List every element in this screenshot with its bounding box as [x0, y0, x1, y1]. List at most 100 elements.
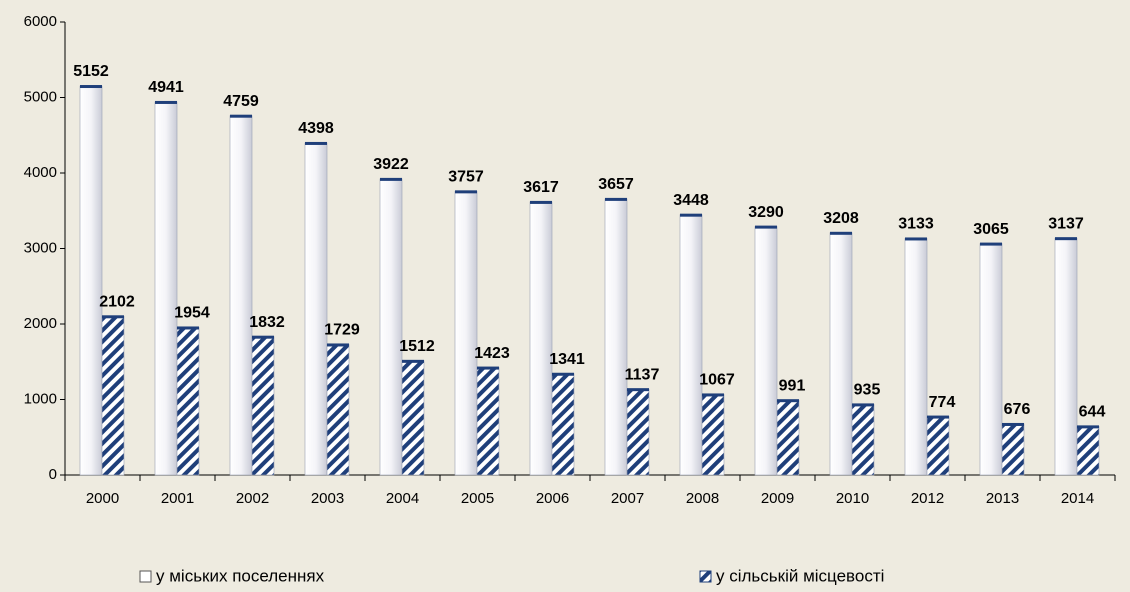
legend-label: у сільській місцевості — [716, 566, 884, 585]
bar-top — [605, 197, 627, 201]
bar — [776, 399, 800, 476]
bar-top — [1055, 237, 1077, 241]
bar-top — [627, 388, 649, 392]
bar — [701, 394, 725, 476]
value-label: 1137 — [625, 366, 660, 383]
legend-swatch — [139, 570, 152, 583]
bar — [1054, 237, 1078, 476]
value-label: 3065 — [973, 221, 1009, 238]
value-label: 3448 — [673, 192, 709, 209]
x-tick-label: 2010 — [836, 490, 869, 507]
bar-top — [755, 225, 777, 229]
bar-top — [702, 393, 724, 397]
bar — [379, 178, 403, 476]
value-label: 3757 — [448, 169, 484, 186]
value-label: 4941 — [148, 79, 184, 96]
bar — [529, 201, 553, 476]
y-tick-label: 4000 — [24, 164, 57, 181]
bar-top — [327, 343, 349, 347]
value-label: 4398 — [298, 120, 334, 137]
y-tick-label: 6000 — [24, 13, 57, 30]
bar — [679, 214, 703, 476]
bar-top — [927, 415, 949, 419]
y-tick-label: 0 — [49, 466, 57, 483]
x-tick-label: 2008 — [686, 490, 719, 507]
value-label: 3133 — [898, 216, 934, 233]
bar — [454, 191, 478, 476]
bar-top — [102, 315, 124, 319]
bar — [79, 85, 103, 476]
x-tick-label: 2002 — [236, 490, 269, 507]
value-label: 3208 — [823, 210, 859, 227]
bar — [979, 243, 1003, 476]
value-label: 644 — [1079, 404, 1106, 421]
bar — [926, 416, 950, 476]
bar-top — [402, 359, 424, 363]
bar — [101, 315, 125, 476]
x-tick-label: 2005 — [461, 490, 494, 507]
bar-top — [1077, 425, 1099, 429]
bar — [829, 232, 853, 476]
value-label: 1954 — [174, 305, 210, 322]
bar-top — [477, 366, 499, 370]
bar — [754, 226, 778, 476]
value-label: 3290 — [748, 204, 784, 221]
y-tick-label: 5000 — [24, 88, 57, 105]
bar — [154, 101, 178, 476]
bar-top — [552, 372, 574, 376]
bar-top — [155, 100, 177, 104]
bar-top — [852, 403, 874, 407]
value-label: 1729 — [324, 322, 360, 339]
bar — [251, 336, 275, 476]
bar — [229, 115, 253, 476]
bar — [304, 142, 328, 476]
value-label: 2102 — [99, 294, 135, 311]
value-label: 1067 — [699, 372, 735, 389]
value-label: 935 — [854, 382, 881, 399]
x-tick-label: 2004 — [386, 490, 419, 507]
bar — [626, 388, 650, 476]
x-tick-label: 2000 — [86, 490, 119, 507]
bar-top — [305, 141, 327, 145]
bar-top — [252, 335, 274, 339]
value-label: 3617 — [523, 179, 559, 196]
bar — [604, 198, 628, 476]
bar-top — [455, 190, 477, 194]
x-tick-label: 2009 — [761, 490, 794, 507]
bar — [904, 238, 928, 476]
bar — [476, 367, 500, 476]
value-label: 3922 — [373, 156, 409, 173]
x-tick-label: 2001 — [161, 490, 194, 507]
x-tick-label: 2013 — [986, 490, 1019, 507]
bar — [551, 373, 575, 476]
bar — [851, 404, 875, 476]
bar-top — [230, 114, 252, 118]
bar — [1001, 423, 1025, 476]
value-label: 4759 — [223, 93, 259, 110]
value-label: 1341 — [549, 351, 585, 368]
y-tick-label: 2000 — [24, 315, 57, 332]
x-tick-label: 2007 — [611, 490, 644, 507]
bar — [176, 327, 200, 476]
bar-top — [380, 177, 402, 181]
x-tick-label: 2014 — [1061, 490, 1094, 507]
legend-label: у міських поселеннях — [156, 566, 325, 585]
value-label: 3657 — [598, 176, 634, 193]
bar — [401, 360, 425, 476]
y-tick-label: 1000 — [24, 390, 57, 407]
bar-top — [177, 326, 199, 330]
value-label: 1512 — [399, 338, 435, 355]
value-label: 5152 — [73, 63, 109, 80]
legend-swatch — [699, 570, 712, 583]
x-tick-label: 2003 — [311, 490, 344, 507]
bar — [1076, 426, 1100, 476]
bar-top — [680, 213, 702, 217]
value-label: 3137 — [1048, 215, 1084, 232]
bar-top — [530, 200, 552, 204]
y-tick-label: 3000 — [24, 239, 57, 256]
bar-top — [80, 85, 102, 89]
bar-top — [980, 242, 1002, 246]
x-tick-label: 2006 — [536, 490, 569, 507]
bar-top — [777, 399, 799, 403]
